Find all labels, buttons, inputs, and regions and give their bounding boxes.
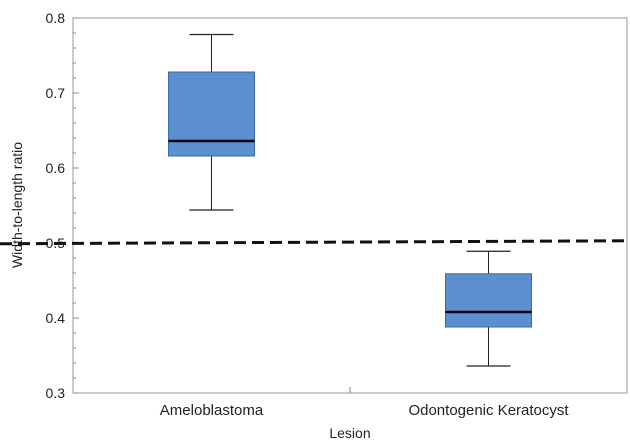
x-category-label: Ameloblastoma [160,402,264,419]
y-tick-label: 0.6 [46,160,66,176]
box-group [445,250,532,367]
y-axis-title: Width-to-length ratio [9,142,25,268]
iqr-box [168,71,255,157]
box-group [168,33,255,211]
x-category-label: Odontogenic Keratocyst [408,402,569,419]
x-axis: Ameloblastoma Odontogenic Keratocyst [160,387,569,419]
y-tick-label: 0.7 [46,85,66,101]
reference-line [0,239,630,246]
y-tick-label: 0.3 [46,385,66,401]
y-tick-label: 0.4 [46,310,66,326]
y-axis: 0.30.40.50.60.70.8 [46,10,79,401]
plot-frame [72,17,628,394]
boxes-layer [168,33,532,367]
y-tick-label: 0.8 [46,10,66,26]
x-axis-title: Lesion [329,425,370,441]
iqr-box [445,273,532,328]
